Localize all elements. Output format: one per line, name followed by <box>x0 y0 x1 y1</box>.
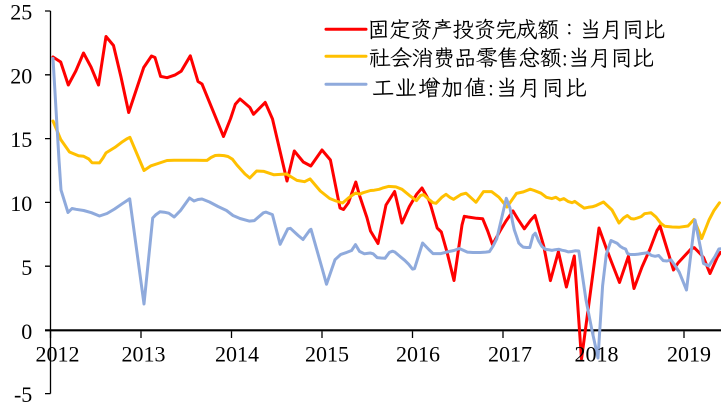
svg-text:2016: 2016 <box>396 342 440 367</box>
svg-text:2012: 2012 <box>36 342 80 367</box>
svg-text:2018: 2018 <box>575 342 619 367</box>
svg-text:-5: -5 <box>14 382 32 407</box>
svg-text:20: 20 <box>10 63 32 88</box>
svg-text:15: 15 <box>10 127 32 152</box>
svg-text:5: 5 <box>21 255 32 280</box>
svg-text:2014: 2014 <box>215 342 259 367</box>
svg-text:0: 0 <box>21 319 32 344</box>
svg-text:25: 25 <box>10 0 32 25</box>
svg-text:2017: 2017 <box>488 342 532 367</box>
svg-text:10: 10 <box>10 191 32 216</box>
svg-text:2013: 2013 <box>122 342 166 367</box>
svg-text:2015: 2015 <box>305 342 349 367</box>
svg-text:2019: 2019 <box>667 342 711 367</box>
